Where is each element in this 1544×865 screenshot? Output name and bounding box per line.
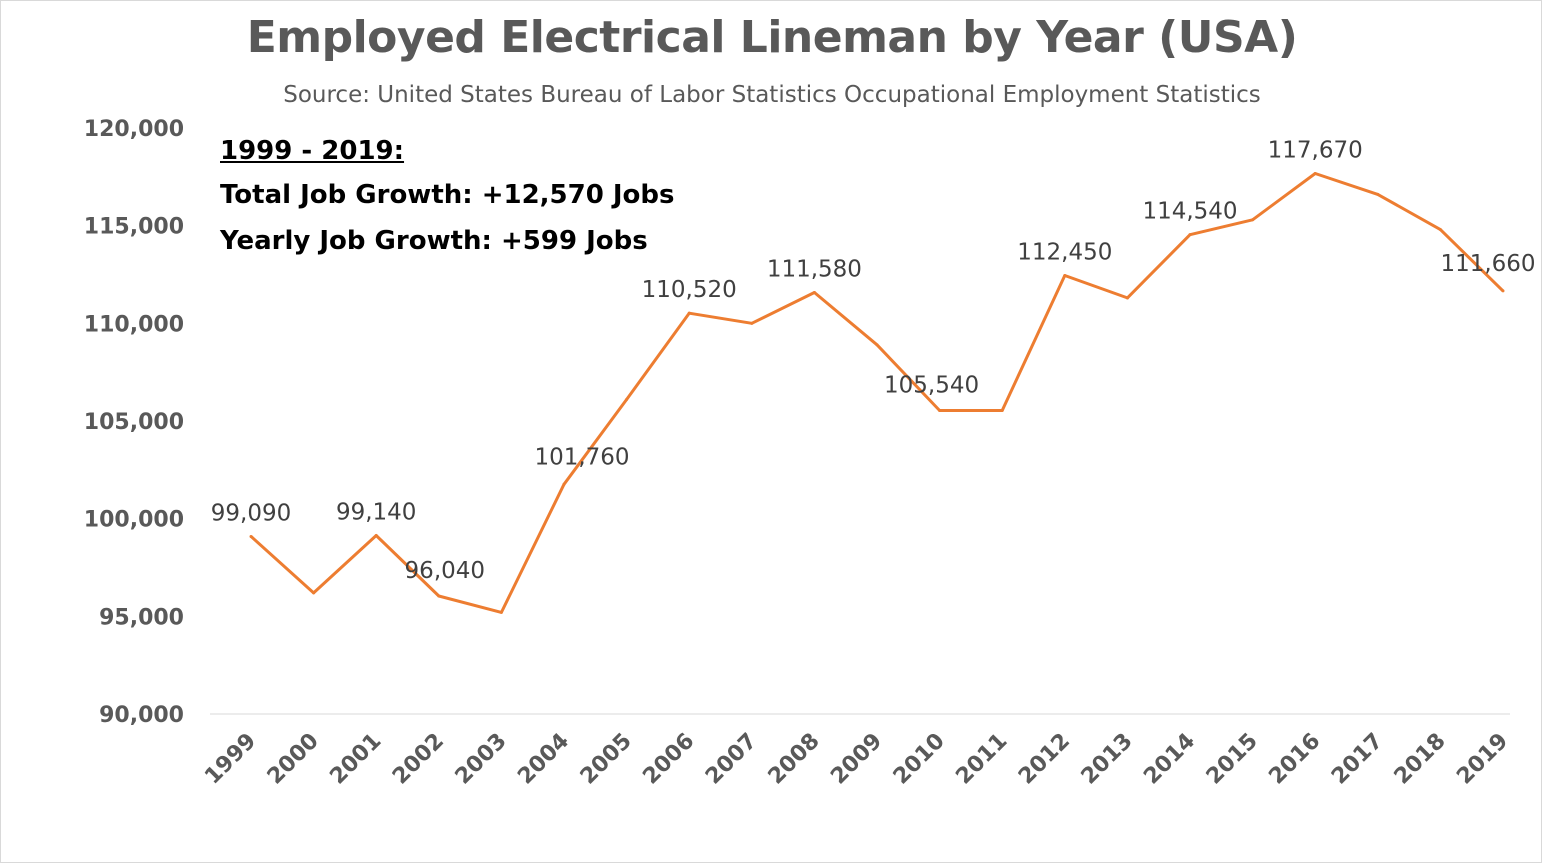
- x-tick-label: 2006: [638, 729, 699, 790]
- y-tick-label: 95,000: [99, 605, 184, 630]
- data-point: [625, 398, 629, 402]
- y-tick-label: 105,000: [84, 410, 184, 435]
- data-point: [374, 533, 378, 537]
- data-label: 99,140: [336, 499, 416, 525]
- data-point: [1376, 192, 1380, 196]
- data-point: [499, 610, 503, 614]
- x-tick-label: 2001: [325, 729, 386, 790]
- y-tick-label: 115,000: [84, 215, 184, 240]
- data-label: 99,090: [211, 500, 291, 526]
- data-point: [812, 290, 816, 294]
- x-tick-label: 2015: [1202, 729, 1263, 790]
- x-tick-label: 2011: [951, 729, 1012, 790]
- x-tick-label: 2009: [826, 729, 887, 790]
- data-point: [1313, 172, 1317, 176]
- data-label: 105,540: [884, 372, 979, 398]
- x-tick-label: 2003: [451, 729, 512, 790]
- data-label: 111,660: [1440, 251, 1535, 277]
- x-tick-label: 2005: [576, 729, 637, 790]
- data-point: [750, 321, 754, 325]
- data-point: [687, 311, 691, 315]
- x-tick-label: 2008: [764, 729, 825, 790]
- x-tick-label: 2010: [889, 729, 950, 790]
- y-tick-label: 110,000: [84, 312, 184, 337]
- x-tick-label: 2007: [701, 729, 762, 790]
- annotation-heading: 1999 - 2019:: [220, 136, 405, 166]
- data-point: [1251, 218, 1255, 222]
- data-point: [875, 343, 879, 347]
- x-tick-label: 2004: [513, 729, 574, 790]
- data-point: [1000, 408, 1004, 412]
- data-label: 111,580: [767, 256, 862, 282]
- data-label: 110,520: [642, 277, 737, 303]
- data-point: [1501, 289, 1505, 293]
- x-tick-label: 2018: [1390, 729, 1451, 790]
- data-label: 101,760: [534, 444, 629, 470]
- data-point: [938, 408, 942, 412]
- x-tick-label: 2012: [1014, 729, 1075, 790]
- chart-subtitle: Source: United States Bureau of Labor St…: [283, 82, 1261, 108]
- x-tick-label: 2000: [263, 729, 324, 790]
- chart-title: Employed Electrical Lineman by Year (USA…: [246, 12, 1298, 63]
- data-point: [1125, 296, 1129, 300]
- data-label: 114,540: [1142, 199, 1237, 225]
- data-point: [1188, 233, 1192, 237]
- x-tick-label: 2016: [1264, 729, 1325, 790]
- data-label: 117,670: [1268, 138, 1363, 164]
- x-tick-label: 1999: [200, 729, 261, 790]
- y-tick-label: 100,000: [84, 508, 184, 533]
- x-tick-label: 2019: [1452, 729, 1513, 790]
- x-tick-label: 2017: [1327, 729, 1388, 790]
- data-point: [1063, 273, 1067, 277]
- data-point: [312, 591, 316, 595]
- data-point: [562, 482, 566, 486]
- annotation-total-growth: Total Job Growth: +12,570 Jobs: [220, 180, 675, 210]
- data-label: 96,040: [405, 558, 485, 584]
- data-point: [437, 594, 441, 598]
- annotation-yearly-growth: Yearly Job Growth: +599 Jobs: [220, 226, 648, 256]
- data-point: [1438, 228, 1442, 232]
- data-label: 112,450: [1017, 239, 1112, 265]
- x-tick-label: 2013: [1077, 729, 1138, 790]
- x-tick-label: 2014: [1139, 729, 1200, 790]
- y-tick-label: 90,000: [99, 703, 184, 728]
- y-tick-label: 120,000: [84, 117, 184, 142]
- x-tick-label: 2002: [388, 729, 449, 790]
- data-point: [249, 534, 253, 538]
